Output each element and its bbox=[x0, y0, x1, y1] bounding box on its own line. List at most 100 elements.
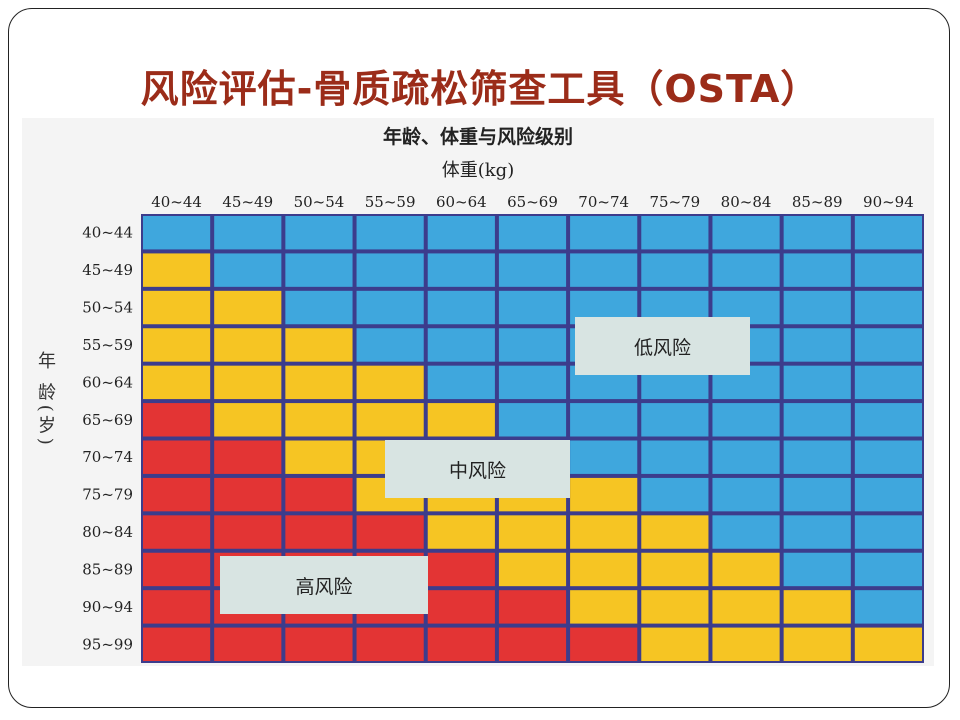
heatmap-cell-high bbox=[427, 590, 495, 624]
heatmap-cell-low bbox=[783, 216, 851, 250]
heatmap-cell-mid bbox=[143, 253, 211, 287]
heatmap-cell-mid bbox=[712, 627, 780, 661]
heatmap-cell-mid bbox=[641, 590, 709, 624]
y-axis-title: 年 龄(岁) bbox=[35, 351, 56, 449]
heatmap-cell-mid bbox=[783, 590, 851, 624]
heatmap-cell-mid bbox=[427, 403, 495, 437]
heatmap-cell-low bbox=[712, 477, 780, 512]
heatmap-cell-low bbox=[498, 253, 567, 287]
heatmap-cell-low bbox=[356, 328, 424, 362]
heatmap-cell-low bbox=[356, 253, 424, 287]
heatmap-cell-low bbox=[783, 328, 851, 362]
heatmap-cell-low bbox=[641, 253, 709, 287]
heatmap-cell-low bbox=[427, 365, 495, 400]
heatmap-cell-low bbox=[854, 216, 922, 250]
heatmap-cell-high bbox=[214, 627, 282, 661]
y-tick-label: 60~64 bbox=[82, 373, 133, 391]
heatmap-cell-mid bbox=[143, 290, 211, 325]
heatmap-cell-high bbox=[143, 590, 211, 624]
heatmap-cell-high bbox=[427, 627, 495, 661]
y-tick-label: 65~69 bbox=[82, 411, 133, 429]
x-tick-label: 70~74 bbox=[578, 193, 629, 211]
high-risk-label: 高风险 bbox=[220, 556, 428, 614]
y-tick-label: 40~44 bbox=[82, 224, 133, 242]
heatmap-cell-mid bbox=[356, 403, 424, 437]
heatmap-cell-mid bbox=[285, 403, 353, 437]
x-tick-label: 55~59 bbox=[365, 193, 416, 211]
y-tick-label: 45~49 bbox=[82, 261, 133, 279]
heatmap-cell-low bbox=[712, 440, 780, 474]
heatmap-cell-low bbox=[498, 290, 567, 325]
y-tick-label: 55~59 bbox=[82, 336, 133, 354]
heatmap-cell-high bbox=[285, 515, 353, 549]
heatmap-cell-low bbox=[854, 365, 922, 400]
heatmap-cell-low bbox=[712, 515, 780, 549]
heatmap-cell-low bbox=[854, 440, 922, 474]
heatmap-cell-high bbox=[143, 403, 211, 437]
heatmap-cell-low bbox=[285, 253, 353, 287]
heatmap-cell-mid bbox=[285, 328, 353, 362]
x-tick-label: 75~79 bbox=[649, 193, 700, 211]
y-tick-label: 50~54 bbox=[82, 299, 133, 317]
heatmap-cell-low bbox=[214, 216, 282, 250]
heatmap-cell-mid bbox=[641, 627, 709, 661]
heatmap-cell-low bbox=[214, 253, 282, 287]
heatmap-cell-low bbox=[285, 216, 353, 250]
heatmap-cell-low bbox=[641, 440, 709, 474]
heatmap-cell-low bbox=[498, 216, 567, 250]
heatmap-cell-low bbox=[498, 403, 567, 437]
heatmap-cell-high bbox=[356, 515, 424, 549]
heatmap-cell-low bbox=[854, 290, 922, 325]
x-tick-label: 40~44 bbox=[151, 193, 202, 211]
heatmap-cell-mid bbox=[285, 365, 353, 400]
heatmap-cell-high bbox=[285, 627, 353, 661]
heatmap-cell-low bbox=[783, 403, 851, 437]
heatmap-cell-high bbox=[143, 477, 211, 512]
heatmap-cell-high bbox=[214, 477, 282, 512]
heatmap-cell-low bbox=[854, 403, 922, 437]
heatmap-cell-high bbox=[570, 627, 638, 661]
heatmap-cell-low bbox=[783, 253, 851, 287]
heatmap-cell-low bbox=[783, 440, 851, 474]
heatmap-cell-mid bbox=[783, 627, 851, 661]
heatmap-cell-mid bbox=[854, 627, 922, 661]
heatmap-cell-low bbox=[427, 253, 495, 287]
heatmap-cell-low bbox=[641, 477, 709, 512]
heatmap-cell-mid bbox=[570, 552, 638, 587]
heatmap-cell-mid bbox=[143, 328, 211, 362]
heatmap-cell-mid bbox=[427, 515, 495, 549]
heatmap-cell-low bbox=[570, 403, 638, 437]
heatmap-cell-mid bbox=[498, 515, 567, 549]
heatmap-cell-mid bbox=[641, 552, 709, 587]
heatmap-cell-high bbox=[143, 440, 211, 474]
heatmap-cell-low bbox=[783, 515, 851, 549]
heatmap-cell-mid bbox=[285, 440, 353, 474]
heatmap-cell-mid bbox=[712, 552, 780, 587]
heatmap-cell-low bbox=[498, 328, 567, 362]
heatmap-cell-low bbox=[285, 290, 353, 325]
heatmap-cell-high bbox=[427, 552, 495, 587]
heatmap-cell-low bbox=[712, 253, 780, 287]
y-tick-label: 85~89 bbox=[82, 560, 133, 578]
heatmap-cell-low bbox=[854, 515, 922, 549]
heatmap-cell-low bbox=[356, 216, 424, 250]
x-tick-label: 65~69 bbox=[507, 193, 558, 211]
heatmap-cell-low bbox=[570, 440, 638, 474]
heatmap-cell-low bbox=[854, 590, 922, 624]
heatmap-cell-high bbox=[143, 627, 211, 661]
heatmap-cell-high bbox=[214, 515, 282, 549]
heatmap-cell-high bbox=[214, 440, 282, 474]
heatmap-cell-high bbox=[285, 477, 353, 512]
heatmap-cell-mid bbox=[214, 290, 282, 325]
heatmap-cell-high bbox=[143, 552, 211, 587]
heatmap-cell-mid bbox=[641, 515, 709, 549]
heatmap-cell-low bbox=[783, 552, 851, 587]
y-tick-label: 70~74 bbox=[82, 448, 133, 466]
x-tick-label: 80~84 bbox=[721, 193, 772, 211]
heatmap-cell-low bbox=[854, 477, 922, 512]
heatmap-cell-low bbox=[641, 403, 709, 437]
heatmap-cell-mid bbox=[356, 365, 424, 400]
x-tick-label: 45~49 bbox=[222, 193, 273, 211]
low-risk-label: 低风险 bbox=[575, 317, 750, 375]
